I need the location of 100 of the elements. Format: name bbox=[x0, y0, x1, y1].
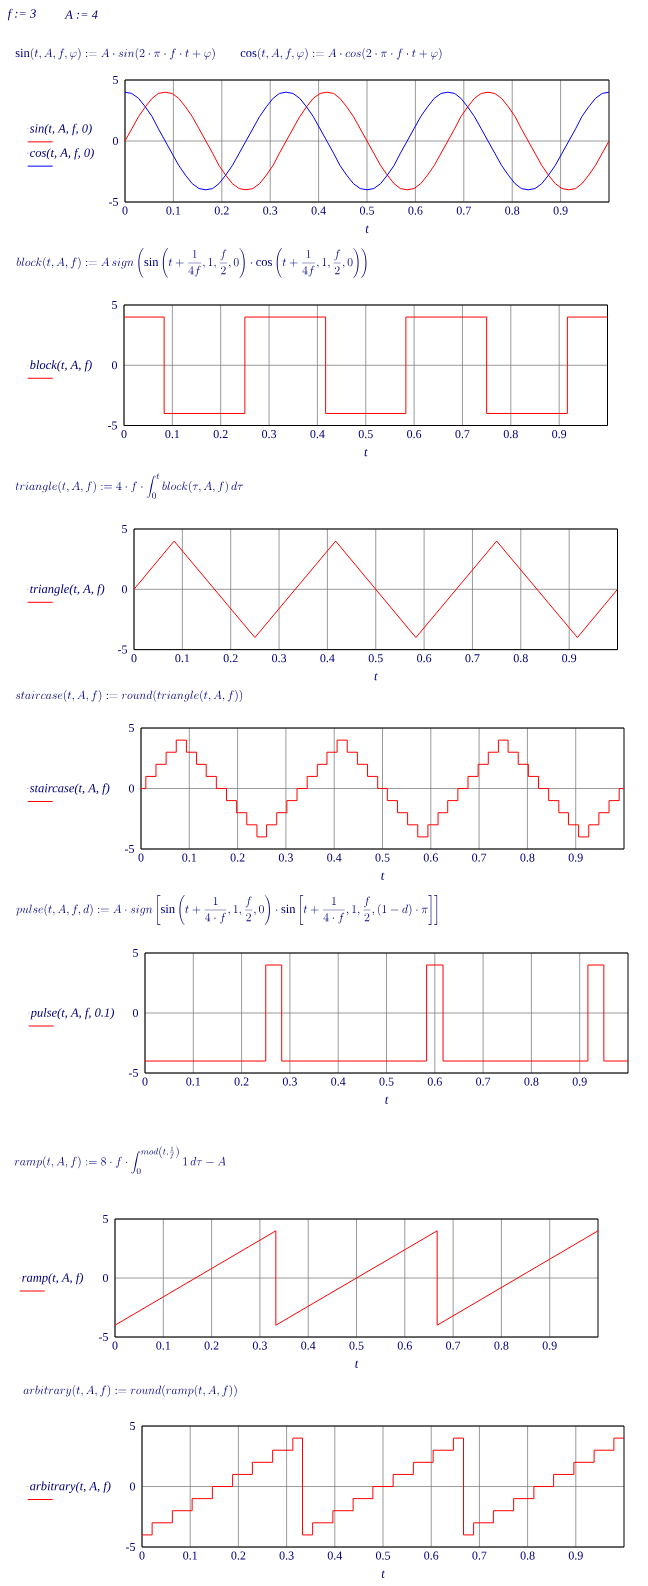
x-tick-label: 0.9 bbox=[568, 853, 583, 862]
x-axis-title: t bbox=[385, 1096, 389, 1104]
x-tick-label: 0.1 bbox=[186, 1077, 201, 1086]
legend-label: cos(t, A, f, 0) bbox=[30, 148, 94, 160]
x-tick-label: 0.9 bbox=[562, 654, 577, 663]
x-tick-label: 0.9 bbox=[568, 1551, 583, 1560]
x-tick-label: 0.5 bbox=[368, 654, 383, 663]
x-tick-label: 0.3 bbox=[252, 1341, 267, 1350]
x-tick-label: 0.5 bbox=[359, 206, 375, 215]
x-tick-label: 0.4 bbox=[327, 853, 342, 862]
x-tick-label: 0.8 bbox=[503, 430, 518, 439]
x-tick-label: 0.7 bbox=[446, 1341, 461, 1350]
x-tick-label: 0.8 bbox=[513, 654, 528, 663]
chart-title: $staircase(t,A,f) := round(triangle(t,A,f))$ bbox=[15, 690, 243, 702]
x-tick-label: 0.5 bbox=[349, 1341, 364, 1350]
x-tick-label: 0.1 bbox=[165, 430, 180, 439]
y-tick-label: 0 bbox=[102, 1273, 109, 1283]
y-tick-label: 5 bbox=[112, 301, 118, 309]
x-tick-label: 0.6 bbox=[408, 206, 423, 215]
x-tick-label: 0.1 bbox=[183, 1551, 197, 1560]
chart-title: $\mathrm{sin}(t,A,f,\varphi) := A\cdot sin(2\cdot \pi \cdot f\cdot t+\varphi)$ bbox=[15, 48, 215, 60]
x-tick-label: 0.7 bbox=[472, 853, 487, 862]
x-tick-label: 0 bbox=[139, 1551, 145, 1560]
x-tick-label: 0.6 bbox=[424, 1551, 439, 1560]
x-tick-label: 0.2 bbox=[214, 206, 229, 215]
x-tick-label: 0.7 bbox=[476, 1077, 491, 1086]
y-tick-label: 0 bbox=[128, 784, 135, 793]
y-tick-label: -5 bbox=[128, 1069, 139, 1078]
x-tick-label: 0.2 bbox=[230, 853, 245, 862]
chart-subtitle: $\mathrm{cos}(t,A,f,\varphi) := A\cdot cos(2\cdot \pi \cdot f\cdot t+\varphi)$ bbox=[240, 48, 442, 60]
y-tick-label: -5 bbox=[124, 845, 135, 854]
legend-label: sin(t, A, f, 0) bbox=[29, 123, 92, 136]
x-tick-label: 0.3 bbox=[272, 654, 287, 663]
y-tick-label: 5 bbox=[130, 1422, 136, 1431]
x-tick-label: 0.6 bbox=[407, 430, 422, 439]
x-tick-label: 0.5 bbox=[375, 853, 390, 862]
chart-title: $triangle(t,A,f) := 4\cdot f\cdot \int_{0}^{t} block(\tau,A,f)\,d\tau$ bbox=[15, 473, 244, 499]
x-tick-label: 0.2 bbox=[231, 1551, 246, 1560]
y-tick-label: -5 bbox=[107, 421, 118, 430]
legend-label: staircase(t, A, f) bbox=[29, 783, 110, 795]
x-tick-label: 0.9 bbox=[542, 1341, 557, 1350]
x-tick-label: 0.6 bbox=[423, 853, 438, 862]
x-tick-label: 0.8 bbox=[505, 206, 520, 215]
x-tick-label: 0.4 bbox=[331, 1077, 346, 1086]
y-tick-label: 0 bbox=[112, 136, 119, 146]
x-tick-label: 0.1 bbox=[175, 654, 190, 663]
legend-label: pulse(t, A, f, 0.1) bbox=[29, 1007, 115, 1020]
x-tick-label: 0.6 bbox=[397, 1341, 412, 1350]
x-tick-label: 0.4 bbox=[320, 654, 335, 663]
x-tick-label: 0.9 bbox=[572, 1077, 587, 1086]
x-tick-label: 0.8 bbox=[520, 853, 535, 862]
x-axis-title: t bbox=[381, 872, 385, 880]
x-tick-label: 0.5 bbox=[358, 430, 373, 439]
x-tick-label: 0.2 bbox=[223, 654, 238, 663]
x-tick-label: 0.4 bbox=[311, 206, 326, 215]
x-axis-title: t bbox=[355, 1360, 359, 1368]
x-tick-label: 0.7 bbox=[456, 206, 471, 215]
y-tick-label: -5 bbox=[108, 198, 119, 206]
x-axis-title: t bbox=[381, 1570, 385, 1578]
x-tick-label: 0.8 bbox=[524, 1077, 539, 1086]
x-axis-title: t bbox=[364, 449, 368, 457]
x-tick-label: 0.1 bbox=[166, 206, 181, 215]
text: A := 4 bbox=[64, 10, 98, 19]
x-axis-title: t bbox=[374, 673, 378, 681]
legend-label: arbitrary(t, A, f) bbox=[30, 1481, 111, 1493]
x-tick-label: 0.4 bbox=[301, 1341, 316, 1350]
x-tick-label: 0.2 bbox=[213, 430, 228, 439]
x-tick-label: 0.7 bbox=[472, 1551, 487, 1560]
x-tick-label: 0.9 bbox=[553, 206, 568, 215]
y-tick-label: 0 bbox=[132, 1008, 139, 1018]
x-tick-label: 0.3 bbox=[282, 1077, 297, 1086]
y-tick-label: 5 bbox=[103, 1215, 109, 1224]
y-tick-label: 5 bbox=[122, 525, 128, 534]
chart-title: $ramp(t,A,f) := 8\cdot f\cdot \int_{0}^{mod\left(t,\frac{1}{f}\right)} 1\,d\tau - A$ bbox=[14, 1146, 226, 1175]
x-tick-label: 0.3 bbox=[262, 430, 277, 439]
y-tick-label: 5 bbox=[113, 76, 119, 84]
legend-label: ramp(t, A, f) bbox=[22, 1272, 84, 1285]
legend-label: block(t, A, f) bbox=[30, 360, 92, 372]
x-tick-label: 0.1 bbox=[182, 853, 197, 862]
x-tick-label: 0.7 bbox=[465, 654, 480, 663]
y-tick-label: 5 bbox=[133, 949, 139, 958]
y-tick-label: -5 bbox=[125, 1543, 136, 1552]
x-tick-label: 0.5 bbox=[375, 1551, 391, 1560]
x-tick-label: 0.8 bbox=[494, 1341, 509, 1350]
chart-title: $pulse(t,A,f,d) := A\cdot sign\left[\mathrm{sin}\left(t+\frac{1}{4\cdot f},1,\frac{f}{2},0\right)\cdot \mathrm{sin}\left[t+\frac{1}{4\cdot f},1,\frac{f}{2},(1-d)\cdot \pi\right]\right]$ bbox=[15, 895, 438, 925]
x-tick-label: 0.4 bbox=[327, 1551, 343, 1560]
x-tick-label: 0.2 bbox=[204, 1341, 219, 1350]
x-tick-label: 0.5 bbox=[379, 1077, 394, 1086]
x-tick-label: 0.3 bbox=[263, 206, 278, 215]
x-tick-label: 0.7 bbox=[455, 430, 470, 439]
chart-title: $block(t,A,f) := A\,sign\left(\mathrm{sin}\left(t+\frac{1}{4f},1,\frac{f}{2},0\right)\cdot \mathrm{cos}\left(t+\frac{1}{4f},1,\frac{f}{2},0\right)\right)$ bbox=[16, 248, 367, 278]
y-tick-label: -5 bbox=[117, 645, 128, 654]
x-tick-label: 0.1 bbox=[156, 1341, 171, 1350]
x-tick-label: 0.4 bbox=[310, 430, 325, 439]
x-tick-label: 0 bbox=[142, 1077, 148, 1086]
y-tick-label: 5 bbox=[129, 724, 135, 733]
x-tick-label: 0.8 bbox=[520, 1551, 535, 1560]
legend-label: triangle(t, A, f) bbox=[30, 584, 105, 596]
x-tick-label: 0.6 bbox=[427, 1077, 442, 1086]
y-tick-label: 0 bbox=[111, 361, 118, 370]
